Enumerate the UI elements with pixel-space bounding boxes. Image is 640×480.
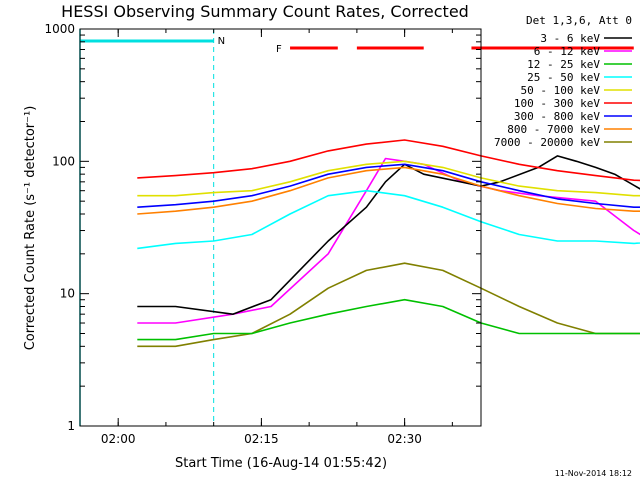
legend-entry-label: 300 - 800 keV [514,110,600,123]
plot-area: NF [79,29,640,426]
footer-date: 11-Nov-2014 18:12 [555,469,632,478]
legend-entry-label: 800 - 7000 keV [507,123,600,136]
series-line-1 [137,157,640,324]
series-line-6 [137,163,640,208]
x-axis: 02:00 02:15 02:30 [101,29,453,446]
series-line-0 [137,155,640,316]
legend-entry-label: 50 - 100 keV [521,84,601,97]
y-tick-label: 10 [60,287,75,301]
series-line-4 [137,160,640,197]
y-axis-label: Corrected Count Rate (s⁻¹ detector⁻¹) [23,106,38,351]
x-tick-label: 02:00 [101,432,136,446]
legend-entry-label: 100 - 300 keV [514,97,600,110]
legend-header: Det 1,3,6, Att 0 [526,14,632,27]
legend-entry-label: 25 - 50 keV [527,71,600,84]
series-line-7 [137,166,640,215]
legend-entry-label: 6 - 12 keV [534,45,601,58]
legend-entry-label: 12 - 25 keV [527,58,600,71]
night-label: N [218,36,225,47]
y-tick-label: 1000 [44,22,75,36]
chart-title: HESSI Observing Summary Count Rates, Cor… [61,2,469,21]
series-line-8 [137,262,640,348]
x-tick-label: 02:30 [387,432,422,446]
x-tick-label: 02:15 [244,432,279,446]
y-tick-label: 100 [52,154,75,168]
legend-entry-label: 3 - 6 keV [540,32,600,45]
series-line-2 [137,298,640,341]
y-tick-label: 1 [67,419,75,433]
y-axis: 1 10 100 1000 [44,22,481,433]
legend-entry-label: 7000 - 20000 keV [494,136,600,149]
plot-frame [79,28,482,427]
flag-label: F [276,44,282,55]
series-line-3 [137,189,640,250]
x-axis-label: Start Time (16-Aug-14 01:55:42) [175,456,387,471]
series-line-5 [137,139,640,182]
